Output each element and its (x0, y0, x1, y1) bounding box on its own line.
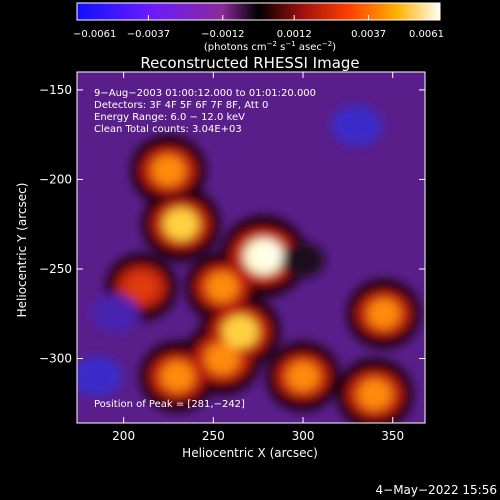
cold-region (281, 242, 325, 278)
colorbar-tick-labels: −0.0061 −0.0037 −0.0012 0.0012 0.0037 0.0061 (73, 29, 444, 40)
colorbar: −0.0061 −0.0037 −0.0012 0.0012 0.0037 0.0061 … (73, 2, 444, 53)
heat-region (222, 315, 259, 349)
colorbar-ticks (76, 15, 441, 20)
colorbar-tick-label: 0.0061 (409, 29, 444, 40)
heat-region (160, 361, 194, 392)
x-tick-label: 200 (112, 429, 135, 443)
colorbar-tick-label: −0.0061 (73, 29, 116, 40)
annotation-line: Detectors: 3F 4F 5F 6F 7F 8F, Att 0 (94, 100, 268, 111)
heat-region (126, 272, 157, 301)
y-axis-label: Heliocentric Y (arcsec) (15, 183, 29, 318)
plot-frame (76, 71, 426, 424)
colorbar-tick-label: 0.0037 (351, 29, 386, 40)
heat-region (367, 299, 400, 329)
colorbar-tick-label: −0.0012 (201, 29, 244, 40)
heat-region (357, 378, 392, 410)
x-tick-label: 300 (292, 429, 315, 443)
heat-region (163, 208, 199, 241)
annotation-line: Clean Total counts: 3.04E+03 (94, 124, 242, 135)
annotation-line: Energy Range: 6.0 − 12.0 keV (94, 112, 245, 123)
colorbar-gradient (76, 2, 441, 21)
cold-region (77, 356, 123, 397)
y-tick-label: −250 (39, 262, 72, 276)
cold-region (90, 294, 139, 334)
image-annotations: 9−Aug−2003 01:00:12.000 to 01:01:20.000D… (94, 88, 316, 410)
y-axis-ticks: −150 −200 −250 −300 (39, 83, 425, 366)
cold-region (331, 105, 383, 147)
heat-region (151, 155, 185, 186)
plot-timestamp: 4−May−2022 15:56 (376, 483, 498, 497)
colorbar-tick-label: −0.0037 (127, 29, 170, 40)
heat-region (206, 272, 239, 302)
colorbar-tick-label: 0.0012 (277, 29, 312, 40)
x-tick-label: 250 (202, 429, 225, 443)
y-tick-label: −200 (39, 172, 72, 186)
y-tick-label: −300 (39, 352, 72, 366)
peak-marker (254, 240, 283, 269)
heatmap-image (77, 72, 425, 423)
x-tick-label: 350 (381, 429, 404, 443)
annotation-line: 9−Aug−2003 01:00:12.000 to 01:01:20.000 (94, 88, 316, 99)
x-axis-ticks: 200 250 300 350 (112, 72, 404, 443)
x-axis-label: Heliocentric X (arcsec) (182, 446, 318, 460)
y-tick-label: −150 (39, 83, 72, 97)
chart-title: Reconstructed RHESSI Image (140, 54, 359, 72)
heat-region (286, 361, 320, 392)
peak-position-label: Position of Peak = [281,−242] (94, 399, 245, 410)
heat-region (205, 342, 240, 375)
colorbar-unit-label: (photons cm−2 s−1 asec−2) (204, 40, 336, 53)
